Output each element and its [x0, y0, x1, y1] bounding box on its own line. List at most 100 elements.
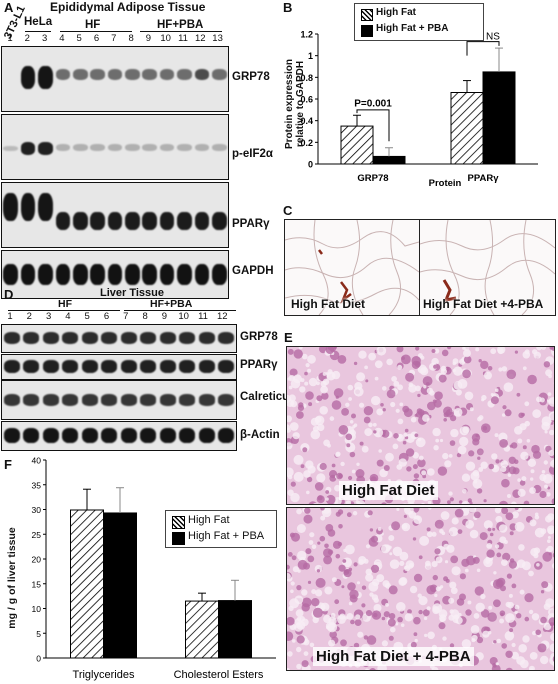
band	[159, 427, 176, 443]
blot-d-label-1: GRP78	[240, 331, 278, 343]
band	[120, 394, 137, 406]
y-tick-label: 0	[36, 654, 41, 664]
y-tick-label: 0.2	[300, 138, 313, 148]
band	[159, 143, 175, 152]
band	[218, 331, 235, 344]
blot-d-label-4: β-Actin	[240, 429, 280, 441]
histology-texture-top	[287, 347, 554, 504]
d-lane-4: 4	[65, 311, 71, 322]
band	[72, 68, 88, 81]
blot-a-label-3: PPARγ	[232, 218, 270, 230]
legend-b-label-1: High Fat	[376, 7, 416, 18]
chart-f-ylabel: mg / g of liver tissue	[6, 527, 18, 629]
d-lane-10: 10	[178, 311, 189, 322]
group-hf-bracket	[60, 31, 132, 32]
caption-e-bottom: High Fat Diet + 4-PBA	[313, 647, 474, 666]
pvalue-bracket	[356, 109, 390, 142]
band	[198, 359, 215, 373]
y-tick-label: 0.8	[300, 73, 313, 83]
category-label-1: PPARγ	[468, 173, 500, 184]
y-tick-label: 5	[36, 629, 41, 639]
band	[212, 68, 227, 81]
micrograph-c-right: High Fat Diet +4-PBA	[419, 219, 556, 316]
panel-c-letter: C	[283, 203, 293, 218]
d-lane-9: 9	[161, 311, 168, 322]
band	[125, 68, 140, 81]
bar-high-fat-pba-0	[103, 512, 137, 659]
band	[3, 145, 18, 151]
a-lane-11: 11	[178, 33, 188, 44]
a-lane-10: 10	[160, 33, 171, 44]
blot-a-label-2: p-eIF2α	[232, 148, 273, 160]
band	[3, 264, 18, 286]
band	[38, 192, 53, 222]
band	[179, 331, 196, 344]
d-lane-12: 12	[217, 311, 228, 322]
legend-f-swatch-solid	[172, 532, 185, 545]
band	[125, 264, 140, 286]
band	[72, 143, 88, 152]
a-lane-8: 8	[128, 33, 134, 44]
y-tick-label: 1	[308, 51, 313, 61]
band	[3, 192, 18, 222]
panel-d-title: Liver Tissue	[100, 287, 164, 299]
band	[140, 427, 157, 443]
chart-b-ylabel: Protein expression relative to GAPDH	[284, 58, 306, 150]
y-tick-label: 40	[32, 456, 42, 466]
panel-a-title: Epididymal Adipose Tissue	[50, 0, 206, 14]
band	[62, 394, 79, 406]
band	[142, 211, 158, 230]
blot-a-label-4: GAPDH	[232, 265, 274, 277]
blot-a-label-1: GRP78	[232, 71, 270, 83]
band	[177, 68, 192, 81]
hela-label: HeLa	[24, 16, 53, 28]
bar-high-fat-0	[70, 509, 104, 659]
band	[142, 143, 158, 152]
band	[142, 264, 158, 286]
group-hfpba-bracket	[140, 31, 222, 32]
adipocyte-pattern-left	[285, 220, 419, 315]
group-d-hfpba-label: HF+PBA	[150, 298, 193, 310]
chart-b: 0 0.2 0.4 0.6 0.8 1 1.2 GRP78 PPARγ Protein P=0.00…	[300, 30, 538, 189]
band	[107, 264, 123, 286]
band	[62, 331, 79, 344]
a-lane-3: 3	[41, 33, 48, 44]
group-d-hf-label: HF	[58, 298, 72, 310]
band	[62, 427, 79, 443]
blot-a-grp78	[1, 46, 229, 112]
blot-a-peif2a	[1, 114, 229, 180]
bar-high-fat-0	[340, 125, 374, 165]
a-lane-5: 5	[76, 33, 82, 44]
y-tick-label: 30	[32, 505, 42, 515]
y-tick-label: 0.6	[300, 95, 313, 105]
bar-high-fat-pba-1	[482, 71, 516, 165]
band	[198, 331, 215, 344]
band	[42, 427, 59, 443]
band	[177, 264, 192, 286]
band	[125, 211, 140, 230]
a-lane-12: 12	[195, 33, 206, 44]
legend-f-swatch-hatched	[172, 516, 185, 529]
group-hfpba-label: HF+PBA	[157, 19, 204, 31]
blot-d-calreticulin	[1, 380, 237, 420]
band	[20, 192, 36, 222]
band	[142, 68, 158, 81]
y-tick-label: 1.2	[300, 30, 313, 40]
chart-b-xlabel: Protein	[429, 178, 462, 189]
band	[72, 211, 88, 230]
histology-e-bottom: High Fat Diet + 4-PBA	[286, 507, 555, 671]
d-lane-11: 11	[198, 311, 208, 322]
caption-c-right: High Fat Diet +4-PBA	[423, 297, 544, 311]
a-lane-4: 4	[59, 33, 65, 44]
band	[179, 394, 196, 406]
adipocyte-pattern-right	[420, 220, 555, 315]
blot-d-label-2: PPARγ	[240, 359, 278, 371]
band	[179, 359, 196, 373]
tissue-pattern	[287, 508, 554, 670]
band	[212, 211, 227, 230]
band	[42, 359, 59, 373]
band	[55, 143, 71, 152]
band	[101, 359, 118, 373]
bar-high-fat-1	[185, 600, 219, 659]
bar-high-fat-pba-0	[372, 155, 406, 165]
